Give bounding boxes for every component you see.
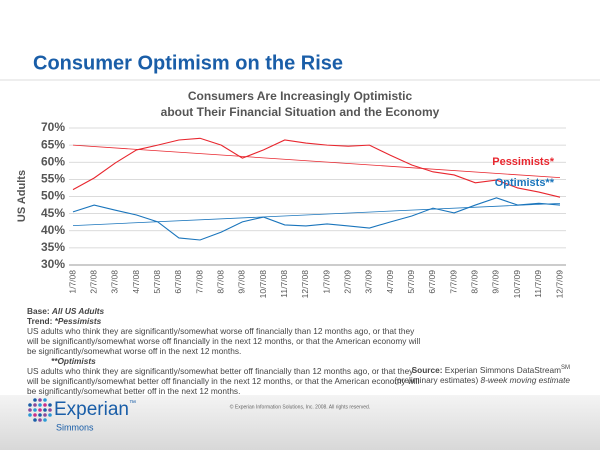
y-tick-label: 55%: [41, 172, 65, 186]
x-tick-label: 11/7/09: [533, 270, 543, 298]
opt-label-line: **Optimists: [27, 356, 427, 366]
base-line: Base: All US Adults: [27, 306, 427, 316]
opt-label: **Optimists: [51, 356, 96, 366]
logo-dot: [33, 403, 37, 407]
series-line: [72, 197, 561, 241]
logo-dot: [43, 403, 47, 407]
logo-dot: [33, 413, 37, 417]
x-tick-label: 4/7/08: [131, 270, 141, 294]
x-tick-label: 5/7/09: [406, 270, 416, 294]
source: Source: Experian Simmons DataStreamSM (p…: [394, 363, 570, 385]
x-tick-label: 12/7/08: [300, 270, 310, 299]
x-tick-label: 6/7/08: [173, 270, 183, 294]
series-line: [72, 137, 561, 198]
logo-dot: [33, 408, 37, 412]
source-label: Source:: [411, 364, 443, 375]
pess-label: *Pessimists: [54, 316, 102, 326]
x-tick-label: 12/7/09: [554, 270, 564, 299]
base-value: All US Adults: [51, 306, 105, 316]
logo-dot: [38, 418, 42, 422]
copyright: © Experian Information Solutions, Inc. 2…: [230, 403, 370, 410]
x-tick-label: 1/7/09: [321, 270, 331, 294]
logo-dot: [28, 403, 32, 407]
brand-tm: ™: [129, 400, 136, 407]
base-label: Base:: [27, 306, 50, 316]
source-text: Experian Simmons DataStream: [444, 364, 561, 375]
footnotes: Base: All US Adults Trend: *Pessimists U…: [27, 306, 427, 396]
logo-dot: [43, 408, 47, 412]
x-tick-label: 5/7/08: [152, 270, 162, 294]
x-tick-label: 9/7/09: [491, 270, 501, 294]
x-tick-label: 7/7/08: [194, 270, 204, 294]
x-tick-label: 9/7/08: [237, 270, 247, 294]
x-tick-label: 10/7/09: [512, 270, 522, 299]
logo-dot: [43, 413, 47, 417]
series-label: Optimists**: [495, 177, 555, 189]
series-label: Pessimists*: [492, 156, 554, 168]
x-tick-label: 2/7/09: [343, 270, 353, 294]
y-axis-label: US Adults: [16, 170, 28, 222]
logo-dot: [33, 418, 37, 422]
brand-name: Experian: [54, 399, 129, 420]
x-tick-label: 3/7/08: [110, 270, 120, 294]
logo-dot: [43, 398, 47, 402]
x-tick-label: 11/7/08: [279, 270, 289, 298]
logo-dot: [33, 398, 37, 402]
trend-label: Trend:: [27, 316, 53, 326]
y-tick-label: 35%: [41, 240, 65, 254]
x-tick-label: 7/7/09: [448, 270, 458, 294]
x-tick-label: 3/7/09: [364, 270, 374, 294]
x-tick-label: 1/7/08: [67, 270, 77, 294]
y-tick-label: 70%: [41, 120, 65, 134]
logo-dots: [28, 398, 52, 422]
logo-dot: [38, 413, 42, 417]
logo-dot: [48, 403, 52, 407]
logo-dot: [48, 413, 52, 417]
trend-line: [72, 144, 561, 179]
trend-line: [72, 202, 561, 227]
logo-dot: [43, 418, 47, 422]
y-tick-label: 60%: [41, 154, 65, 168]
y-tick-label: 40%: [41, 223, 65, 237]
pess-text: US adults who think they are significant…: [27, 326, 421, 356]
x-tick-label: 2/7/08: [88, 270, 98, 294]
x-tick-label: 8/7/09: [470, 270, 480, 294]
opt-text: US adults who think they are significant…: [27, 366, 420, 396]
logo-dot: [38, 403, 42, 407]
x-tick-label: 10/7/08: [258, 270, 268, 299]
y-tick-label: 50%: [41, 189, 65, 203]
chart-title: about Their Financial Situation and the …: [161, 105, 440, 119]
x-tick-label: 8/7/08: [215, 270, 225, 294]
source-prelim: (preliminary estimates): [394, 374, 479, 385]
x-tick-label: 6/7/09: [427, 270, 437, 294]
brand-sub: Simmons: [56, 422, 94, 432]
page-title: Consumer Optimism on the Rise: [33, 52, 343, 74]
logo-dot: [28, 408, 32, 412]
trend-line: Trend: *Pessimists: [27, 316, 427, 326]
source-method: 8-week moving estimate: [480, 374, 570, 385]
y-tick-label: 30%: [41, 257, 65, 271]
x-tick-label: 4/7/09: [385, 270, 395, 294]
y-tick-label: 45%: [41, 206, 65, 220]
brand: Experian™: [54, 399, 136, 420]
logo-dot: [28, 413, 32, 417]
y-tick-label: 65%: [41, 137, 65, 151]
logo-dot: [48, 408, 52, 412]
logo-dot: [38, 408, 42, 412]
source-mark: SM: [561, 365, 570, 371]
footer-band: [0, 395, 600, 450]
logo-dot: [38, 398, 42, 402]
chart-title: Consumers Are Increasingly Optimistic: [188, 89, 413, 103]
